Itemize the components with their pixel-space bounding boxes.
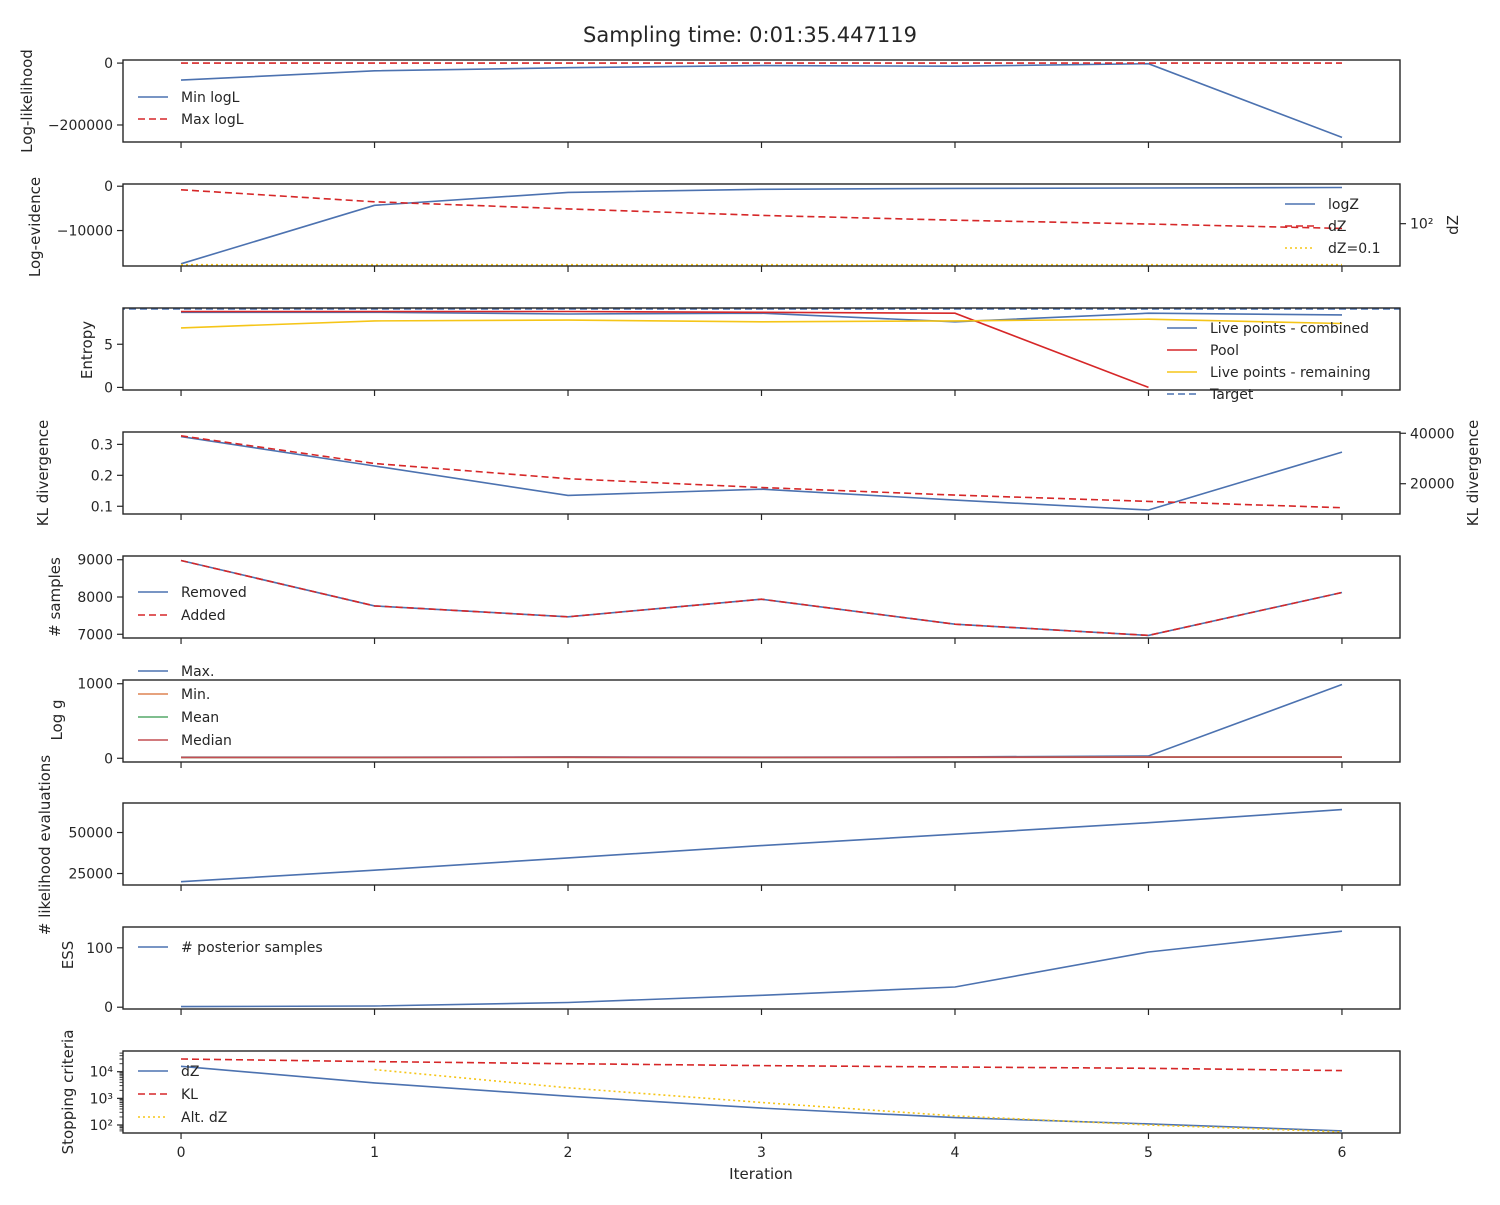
x-tick-label: 0 [177,1145,186,1161]
y-tick-label: 0 [104,751,113,767]
y-axis-label: Log g [48,699,66,740]
y-axis-label: Stopping criteria [59,1030,77,1155]
y-tick-label: 0 [104,56,113,72]
y-tick-label: 0.3 [91,437,113,453]
y-tick-label: −10000 [57,224,113,240]
legend-label: Min logL [181,90,240,106]
figure-title: Sampling time: 0:01:35.447119 [583,23,917,47]
y-axis-label: # samples [46,557,64,637]
x-tick-label: 2 [564,1145,573,1161]
y-tick-label: 0 [104,179,113,195]
y-tick-label: 8000 [77,590,113,606]
legend-label: Alt. dZ [181,1110,227,1126]
legend-label: Mean [181,710,219,726]
y-axis-label: KL divergence [34,420,52,526]
legend-label: Max logL [181,112,244,128]
y-tick-label: −200000 [48,118,113,134]
y2-tick-label: 10² [1410,217,1433,233]
legend-label: # posterior samples [181,940,323,956]
y-tick-label: 25000 [68,867,113,883]
y-tick-label: 0 [104,380,113,396]
x-tick-label: 5 [1144,1145,1153,1161]
y-tick-label: 5 [104,337,113,353]
y-tick-label: 10² [90,1118,113,1134]
legend-label: dZ [1328,219,1346,235]
y2-axis-label: dZ [1444,215,1462,235]
y-tick-label: 10³ [90,1091,113,1107]
y-tick-label: 100 [86,941,113,957]
legend-label: dZ [181,1064,199,1080]
y-tick-label: 0.1 [91,499,113,515]
legend-label: Pool [1210,343,1239,359]
legend-label: Live points - remaining [1210,365,1371,381]
y-tick-label: 7000 [77,627,113,643]
legend-label: Removed [181,585,247,601]
y-tick-label: 50000 [68,826,113,842]
y-axis-label: ESS [59,941,77,970]
y2-tick-label: 20000 [1410,477,1455,493]
legend-label: Target [1209,387,1254,403]
x-tick-label: 6 [1337,1145,1346,1161]
y-axis-label: Log-likelihood [18,49,36,153]
y-tick-label: 10⁴ [90,1065,114,1081]
legend-label: dZ=0.1 [1328,241,1380,257]
x-tick-label: 4 [951,1145,960,1161]
legend-label: Max. [181,664,214,680]
y-axis-label: Entropy [78,321,96,379]
legend-label: Live points - combined [1210,321,1369,337]
legend-label: Min. [181,687,210,703]
legend-label: Median [181,733,232,749]
legend-label: logZ [1328,197,1359,213]
x-tick-label: 3 [757,1145,766,1161]
y2-axis-label: KL divergence [1464,420,1482,526]
y-tick-label: 9000 [77,553,113,569]
y2-tick-label: 40000 [1410,426,1455,442]
x-axis-label: Iteration [729,1165,793,1183]
legend-label: Added [181,608,226,624]
x-tick-label: 1 [370,1145,379,1161]
y-tick-label: 0 [104,1000,113,1016]
y-axis-label: # likelihood evaluations [36,755,54,935]
y-axis-label: Log-evidence [26,177,44,277]
y-tick-label: 0.2 [91,468,113,484]
y-tick-label: 1000 [77,677,113,693]
legend-label: KL [181,1087,198,1103]
